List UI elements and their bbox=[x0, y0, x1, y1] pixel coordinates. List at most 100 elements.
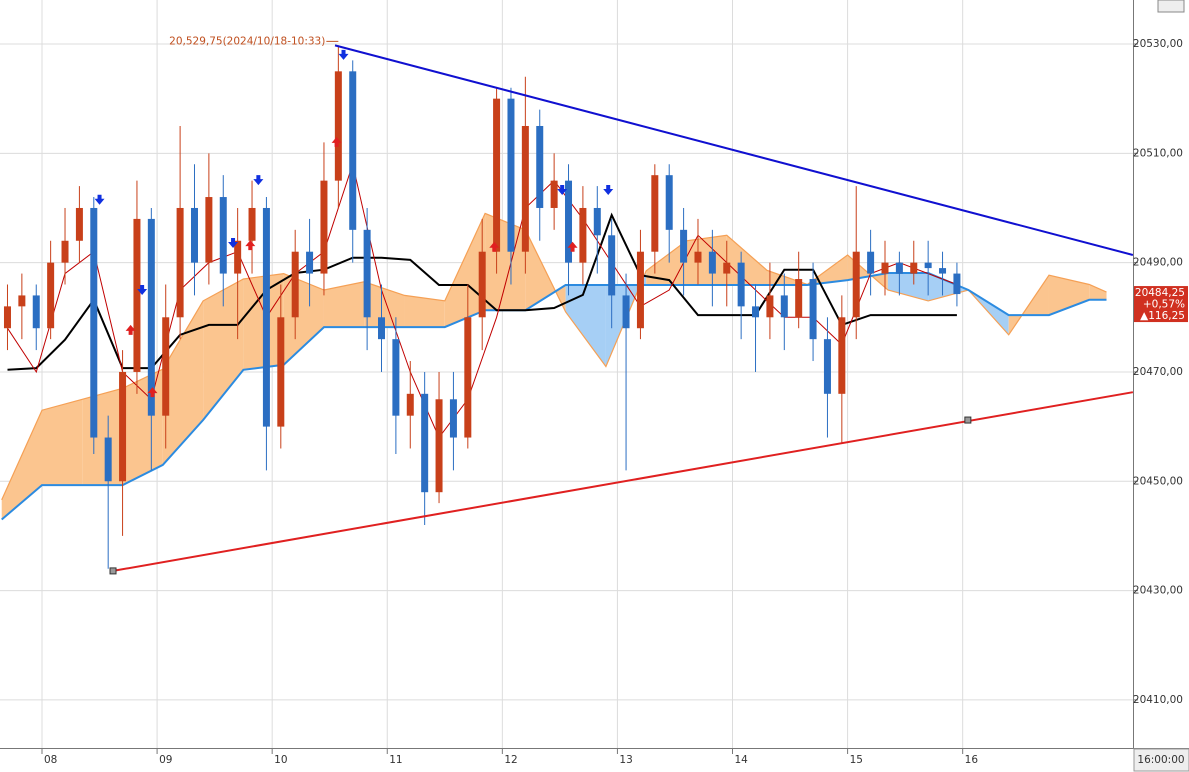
candle-body bbox=[119, 371, 127, 482]
candle-body bbox=[939, 268, 947, 274]
sell-signal bbox=[137, 284, 148, 295]
candle-body bbox=[766, 295, 774, 318]
candle-body bbox=[565, 180, 573, 263]
cloud-segment bbox=[444, 213, 486, 328]
candle-body bbox=[780, 295, 788, 318]
buy-signal bbox=[331, 136, 342, 147]
candle-body bbox=[291, 251, 299, 318]
candle-body bbox=[608, 235, 616, 296]
x-tick-label: 11 bbox=[389, 754, 402, 766]
price-tag-text: +0,57% bbox=[1143, 299, 1185, 311]
candle-body bbox=[47, 262, 55, 329]
candle-body bbox=[349, 71, 357, 230]
candle-body bbox=[636, 251, 644, 329]
annotation: 20,529,75(2024/10/18-10:33) bbox=[169, 35, 325, 47]
sell-signal bbox=[94, 194, 105, 205]
candle-body bbox=[464, 317, 472, 438]
candle-body bbox=[795, 279, 803, 318]
candle-body bbox=[277, 317, 285, 427]
cloud-segment bbox=[1, 410, 43, 520]
candle-body bbox=[550, 180, 558, 208]
y-tick-label: 20510,00 bbox=[1133, 147, 1183, 159]
cloud-segment bbox=[404, 295, 445, 328]
candle-body bbox=[3, 306, 11, 329]
buy-signal bbox=[489, 241, 500, 252]
candle-body bbox=[536, 125, 544, 208]
candle-body bbox=[694, 251, 702, 263]
cloud-segment bbox=[1048, 275, 1090, 316]
candle-body bbox=[205, 197, 213, 263]
price-tag-box bbox=[1134, 286, 1188, 323]
cloud-span-a bbox=[1, 212, 1107, 501]
candle-body bbox=[881, 262, 889, 274]
candle-body bbox=[752, 306, 760, 318]
candle-body bbox=[953, 273, 961, 295]
candle-body bbox=[737, 262, 745, 307]
candle-body bbox=[478, 251, 486, 318]
candle-body bbox=[579, 207, 587, 263]
buy-signal bbox=[245, 240, 256, 251]
candle-body bbox=[190, 207, 198, 263]
y-tick-label: 20430,00 bbox=[1133, 585, 1183, 597]
cloud-segment bbox=[646, 240, 687, 286]
trendline-anchor bbox=[964, 416, 972, 424]
cloud-segment bbox=[323, 281, 365, 328]
candle-body bbox=[320, 180, 328, 274]
candle-body bbox=[162, 317, 170, 416]
x-tick-label: 13 bbox=[619, 754, 632, 766]
cursor-label-box bbox=[1133, 748, 1189, 772]
price-tag-text: 20484,25 bbox=[1135, 287, 1185, 299]
candle-body bbox=[133, 218, 141, 372]
cursor-label: 16:00:00 bbox=[1137, 754, 1184, 766]
candle-body bbox=[521, 125, 529, 252]
cloud-segment bbox=[203, 279, 244, 421]
y-tick-label: 20470,00 bbox=[1133, 366, 1183, 378]
candle-body bbox=[334, 71, 342, 181]
trendline bbox=[112, 391, 1134, 572]
x-tick-label: 16 bbox=[965, 754, 979, 766]
x-tick-label: 09 bbox=[159, 754, 172, 766]
candle-body bbox=[421, 393, 429, 493]
candle-body bbox=[651, 175, 659, 252]
sell-signal bbox=[338, 49, 349, 60]
candle-body bbox=[378, 317, 386, 340]
x-tick-label: 12 bbox=[504, 754, 517, 766]
y-tick-label: 20410,00 bbox=[1133, 694, 1183, 706]
cloud-segment bbox=[1089, 284, 1107, 300]
sell-signal bbox=[557, 184, 568, 195]
cloud-segment bbox=[1008, 275, 1049, 335]
candle-body bbox=[622, 295, 630, 329]
trendline-anchor bbox=[109, 567, 117, 575]
y-tick-label: 20490,00 bbox=[1133, 257, 1183, 269]
sell-signal bbox=[603, 184, 614, 195]
candle-body bbox=[708, 251, 716, 274]
candle-body bbox=[406, 393, 414, 416]
cloud-segment bbox=[162, 300, 204, 465]
candle-body bbox=[507, 98, 515, 252]
sell-signal bbox=[228, 237, 239, 248]
candle-body bbox=[924, 262, 932, 269]
candle-body bbox=[435, 399, 443, 493]
cloud-segment bbox=[887, 273, 929, 301]
candle-body bbox=[449, 399, 457, 438]
x-tick-label: 15 bbox=[850, 754, 863, 766]
candle-body bbox=[18, 295, 26, 307]
y-tick-label: 20450,00 bbox=[1133, 475, 1183, 487]
trendline bbox=[334, 44, 1134, 256]
x-tick-label: 10 bbox=[274, 754, 287, 766]
candle-body bbox=[838, 317, 846, 394]
x-tick-label: 14 bbox=[735, 754, 749, 766]
candle-body bbox=[809, 279, 817, 340]
y-tick-label: 20530,00 bbox=[1133, 38, 1183, 50]
corner-icon[interactable] bbox=[1157, 0, 1185, 13]
buy-signal bbox=[567, 241, 578, 252]
candle-body bbox=[910, 262, 918, 274]
candle-body bbox=[593, 207, 601, 236]
candle-body bbox=[75, 207, 83, 241]
x-tick-label: 08 bbox=[44, 754, 57, 766]
candle-body bbox=[219, 197, 227, 274]
candle-body bbox=[823, 339, 831, 394]
candle-body bbox=[867, 251, 875, 274]
buy-signal bbox=[147, 387, 158, 398]
